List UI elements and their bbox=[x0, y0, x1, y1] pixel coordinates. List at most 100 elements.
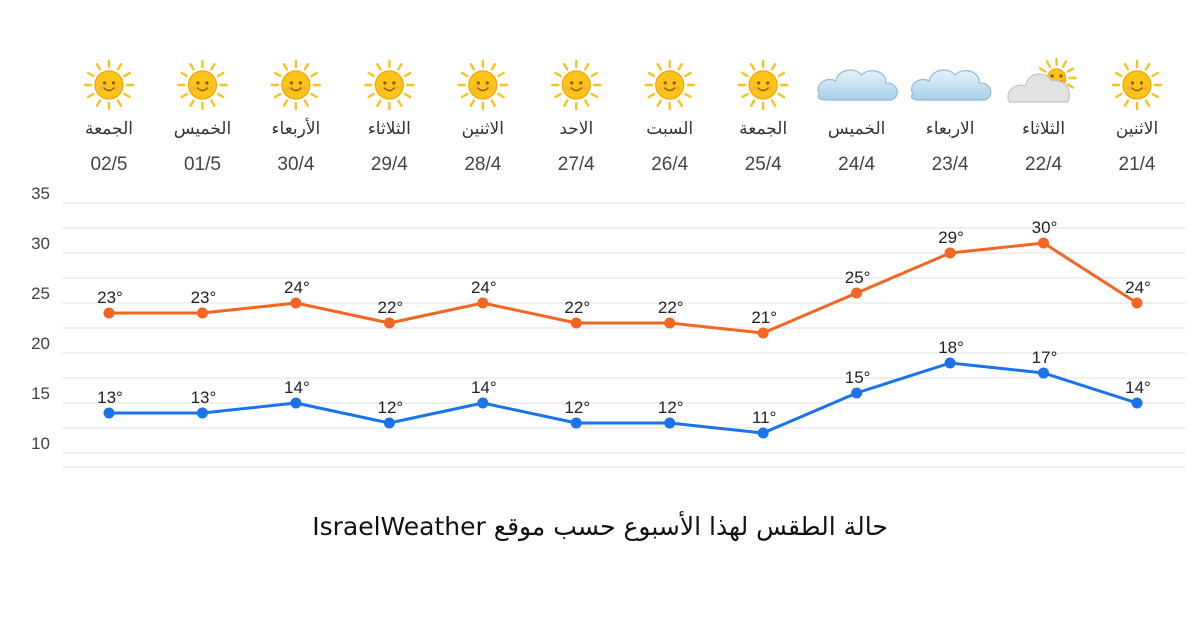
y-tick-label: 25 bbox=[31, 284, 50, 303]
low-temp-line bbox=[107, 361, 1139, 435]
low-temp-label: 12° bbox=[658, 398, 684, 417]
low-temp-label: 11° bbox=[752, 408, 776, 427]
low-temp-point bbox=[570, 417, 582, 429]
day-label: الجمعة bbox=[739, 119, 787, 139]
date-label: 01/5 bbox=[184, 154, 221, 175]
high-temp-point bbox=[757, 327, 769, 339]
low-temp-point bbox=[944, 357, 956, 369]
date-label: 21/4 bbox=[1119, 154, 1156, 175]
low-temp-label: 18° bbox=[938, 338, 964, 357]
low-temp-label: 14° bbox=[471, 378, 497, 397]
date-label: 27/4 bbox=[558, 154, 595, 175]
low-temp-point bbox=[477, 397, 489, 409]
weather-chart: الجمعة الخميس الأربعاء الثلاثاء الاثنين الاحد… bbox=[31, 57, 1186, 468]
low-temp-label: 14° bbox=[284, 378, 310, 397]
low-temp-point bbox=[757, 427, 769, 439]
high-temp-label: 21° bbox=[751, 308, 777, 327]
high-temp-line bbox=[107, 241, 1139, 335]
partly-cloudy-icon bbox=[1007, 57, 1077, 103]
high-temp-label: 25° bbox=[845, 268, 871, 287]
day-label: الأربعاء bbox=[272, 118, 321, 139]
low-temp-point bbox=[103, 407, 115, 419]
high-temp-point bbox=[383, 317, 395, 329]
day-label: الخميس bbox=[828, 119, 886, 139]
sun-icon bbox=[177, 59, 228, 111]
high-temp-point bbox=[1038, 237, 1050, 249]
low-temp-point bbox=[383, 417, 395, 429]
series-lines bbox=[107, 241, 1139, 435]
date-label: 26/4 bbox=[651, 154, 688, 175]
date-labels: 02/5 01/5 30/4 29/4 28/4 27/4 26/4 25/4 24/4 23/4… bbox=[91, 154, 1156, 175]
low-temp-point bbox=[1038, 367, 1050, 379]
low-temp-label: 13° bbox=[191, 388, 217, 407]
high-temp-point bbox=[944, 247, 956, 259]
cloud-icon bbox=[910, 69, 992, 101]
low-temp-point bbox=[290, 397, 302, 409]
low-temp-label: 12° bbox=[564, 398, 590, 417]
y-tick-label: 35 bbox=[31, 184, 50, 203]
y-axis-ticks: 10 15 20 25 30 35 bbox=[31, 184, 50, 453]
sun-icon bbox=[1111, 59, 1163, 111]
chart-caption: حالة الطقس لهذا الأسبوع حسب موقع IsraelW… bbox=[312, 512, 888, 541]
high-temp-point bbox=[103, 307, 115, 319]
high-temp-label: 29° bbox=[938, 228, 964, 247]
high-temp-point bbox=[1131, 297, 1143, 309]
data-labels: 23° 23° 24° 22° 24° 22° 22° 21° 25° 29° 30° 24° 13° 1… bbox=[97, 218, 1151, 427]
sun-icon bbox=[364, 59, 415, 111]
low-temp-point bbox=[664, 417, 676, 429]
high-temp-label: 24° bbox=[471, 278, 497, 297]
date-label: 23/4 bbox=[932, 154, 969, 175]
sun-icon bbox=[551, 59, 602, 111]
low-temp-label: 12° bbox=[378, 398, 404, 417]
low-temp-label: 15° bbox=[845, 368, 871, 387]
high-temp-point bbox=[570, 317, 582, 329]
y-tick-label: 15 bbox=[31, 384, 50, 403]
date-label: 25/4 bbox=[745, 154, 782, 175]
low-temp-label: 13° bbox=[97, 388, 123, 407]
high-temp-point bbox=[477, 297, 489, 309]
low-temp-point bbox=[1131, 397, 1143, 409]
high-temp-label: 22° bbox=[658, 298, 684, 317]
date-label: 02/5 bbox=[91, 154, 128, 175]
day-label: الخميس bbox=[174, 119, 232, 139]
high-temp-point bbox=[196, 307, 208, 319]
cloud-icon bbox=[817, 69, 898, 101]
day-labels: الجمعة الخميس الأربعاء الثلاثاء الاثنين الاحد… bbox=[85, 118, 1158, 139]
sun-icon bbox=[270, 59, 322, 111]
data-points bbox=[103, 237, 1143, 439]
day-label: الاربعاء bbox=[926, 119, 975, 139]
grid-lines bbox=[62, 202, 1186, 468]
date-label: 22/4 bbox=[1025, 154, 1062, 175]
high-temp-label: 30° bbox=[1032, 218, 1058, 237]
day-label: الجمعة bbox=[85, 119, 133, 139]
day-label: الاثنين bbox=[462, 119, 504, 139]
day-label: الاثنين bbox=[1116, 119, 1158, 139]
y-tick-label: 30 bbox=[31, 234, 50, 253]
y-tick-label: 10 bbox=[31, 434, 50, 453]
day-label: الثلاثاء bbox=[368, 119, 411, 139]
day-label: السبت bbox=[646, 119, 693, 139]
high-temp-label: 24° bbox=[1125, 278, 1151, 297]
sun-icon bbox=[457, 59, 509, 111]
low-temp-point bbox=[851, 387, 863, 399]
y-tick-label: 20 bbox=[31, 334, 50, 353]
high-temp-label: 24° bbox=[284, 278, 310, 297]
high-temp-label: 23° bbox=[97, 288, 123, 307]
low-temp-label: 17° bbox=[1032, 348, 1058, 367]
high-temp-point bbox=[664, 317, 676, 329]
low-temp-point bbox=[196, 407, 208, 419]
high-temp-point bbox=[851, 287, 863, 299]
low-temp-label: 14° bbox=[1125, 378, 1151, 397]
date-label: 24/4 bbox=[838, 154, 875, 175]
day-label: الثلاثاء bbox=[1022, 119, 1065, 139]
sun-icon bbox=[737, 59, 789, 111]
date-label: 29/4 bbox=[371, 154, 408, 175]
day-label: الاحد bbox=[559, 119, 593, 139]
date-label: 28/4 bbox=[464, 154, 501, 175]
date-label: 30/4 bbox=[277, 154, 314, 175]
sun-icon bbox=[644, 59, 695, 111]
sun-icon bbox=[83, 59, 135, 111]
high-temp-label: 22° bbox=[564, 298, 590, 317]
high-temp-point bbox=[290, 297, 302, 309]
high-temp-label: 23° bbox=[191, 288, 217, 307]
